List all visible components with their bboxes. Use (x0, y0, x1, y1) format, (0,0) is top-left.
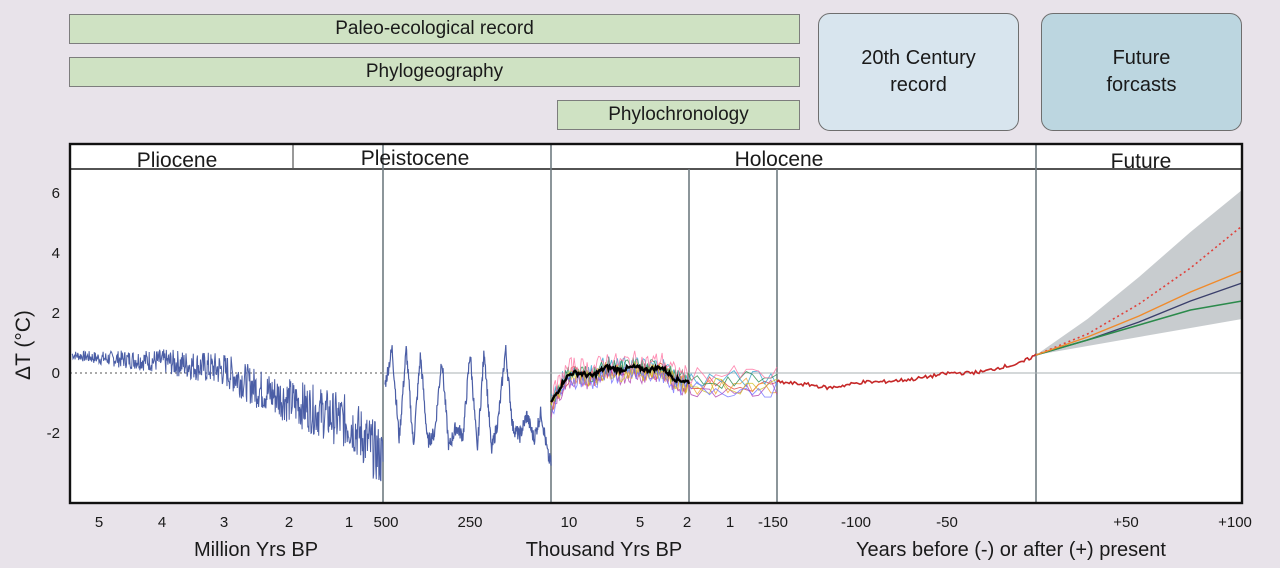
x-tick-label: -50 (936, 514, 958, 531)
x-tick-label: 2 (683, 514, 691, 531)
projection-uncertainty-band (1036, 190, 1242, 355)
series-layer (71, 190, 1243, 482)
epoch-label-pliocene: Pliocene (137, 149, 218, 172)
x-tick-label: 4 (158, 514, 166, 531)
projection-line (1035, 300, 1243, 356)
projection-line (1035, 225, 1243, 356)
epoch-label-holocene: Holocene (735, 148, 824, 171)
x-tick-label: 2 (285, 514, 293, 531)
projection-line (1035, 270, 1243, 356)
x-tick-label: 1 (345, 514, 353, 531)
plot-frame (68, 142, 1244, 505)
twentieth-century-record-box: 20th Century record (818, 13, 1019, 131)
y-tick-label: 4 (52, 245, 60, 262)
x-tick-label: 5 (95, 514, 103, 531)
y-tick-label: 2 (52, 305, 60, 322)
plot-background (70, 144, 1242, 503)
instrumental-temperature-line (776, 353, 1037, 391)
y-axis-title: ΔT (°C) (12, 310, 35, 380)
epoch-label-pleistocene: Pleistocene (361, 147, 470, 170)
x-tick-label: 3 (220, 514, 228, 531)
x-axis-title-million-years: Million Yrs BP (194, 539, 318, 561)
x-axis-title-years-present: Years before (-) or after (+) present (856, 539, 1166, 561)
x-tick-label: 250 (457, 514, 482, 531)
y-tick-label: 6 (52, 185, 60, 202)
paleo-ecological-record-bar: Paleo-ecological record (69, 14, 800, 44)
x-tick-label: 1 (726, 514, 734, 531)
x-tick-label: +100 (1218, 514, 1252, 531)
x-tick-label: 5 (636, 514, 644, 531)
future-forecasts-box: Future forcasts (1041, 13, 1242, 131)
y-tick-label: -2 (47, 425, 60, 442)
glacial-cycles-temperature-line (384, 344, 552, 466)
x-axis-title-thousand-years: Thousand Yrs BP (526, 539, 682, 561)
phylochronology-bar: Phylochronology (557, 100, 800, 130)
x-tick-label: -150 (758, 514, 788, 531)
y-axis: 6 4 2 0 -2 ΔT (°C) (12, 185, 60, 442)
x-tick-label: 500 (373, 514, 398, 531)
epoch-label-future: Future (1111, 150, 1172, 173)
x-tick-label: +50 (1113, 514, 1138, 531)
pliocene-pleistocene-temperature-line (71, 349, 384, 482)
x-tick-label: -100 (841, 514, 871, 531)
x-tick-label: 10 (561, 514, 578, 531)
holocene-proxy-line (551, 350, 778, 403)
holocene-mean-temperature-line (550, 362, 691, 403)
epoch-labels: Pliocene Pleistocene Holocene Future (137, 147, 1172, 173)
phylogeography-bar: Phylogeography (69, 57, 800, 87)
y-tick-label: 0 (52, 365, 60, 382)
x-axis: 5 4 3 2 1 500 250 10 5 2 1 -150 -100 -50… (95, 514, 1252, 561)
